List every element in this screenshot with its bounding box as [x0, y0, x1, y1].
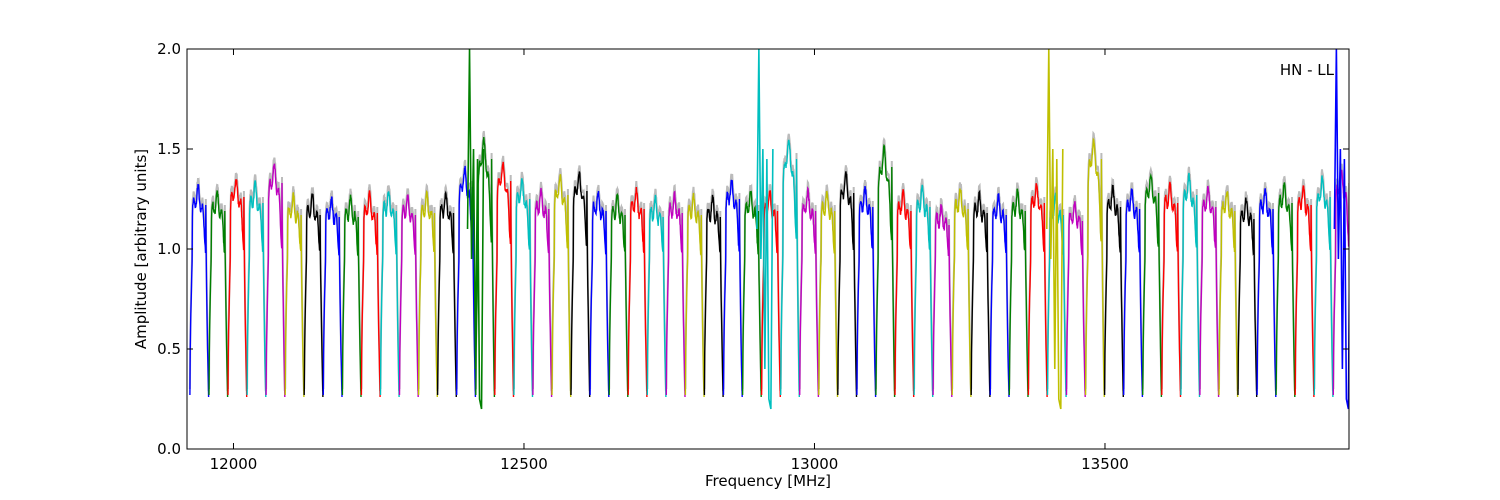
series-line	[1371, 197, 1390, 397]
series-line	[741, 190, 762, 398]
series-line	[856, 185, 877, 398]
series-line	[589, 190, 610, 398]
series-line	[799, 186, 820, 398]
series-line	[608, 192, 629, 398]
series-line	[1275, 182, 1296, 398]
series-line	[1142, 172, 1163, 398]
series-line	[532, 187, 553, 398]
background-trace	[1371, 191, 1390, 391]
series-line	[951, 188, 972, 398]
series-line	[665, 190, 686, 398]
series-line	[1103, 183, 1124, 398]
series-line	[932, 204, 953, 398]
y-tick-label: 0.5	[157, 340, 181, 358]
annotation-label: HN - LL	[1280, 61, 1335, 79]
background-trace	[1391, 135, 1410, 392]
series-line	[1180, 172, 1201, 398]
series-line	[818, 190, 839, 398]
series-line	[875, 143, 896, 398]
series-line	[189, 183, 210, 398]
series-line	[208, 190, 229, 398]
spike-line	[1045, 49, 1064, 410]
series-line	[1123, 188, 1144, 398]
series-line	[989, 193, 1010, 398]
series-layer	[189, 136, 1410, 398]
spike-line	[756, 49, 774, 410]
background-trace	[1352, 184, 1371, 391]
x-tick-label: 13500	[1081, 455, 1129, 473]
x-tick-label: 12500	[500, 455, 548, 473]
y-tick-label: 2.0	[157, 40, 181, 58]
series-line	[246, 180, 267, 398]
series-line	[1161, 181, 1182, 398]
series-line	[284, 192, 305, 398]
y-tick-label: 1.0	[157, 240, 181, 258]
series-line	[894, 189, 915, 398]
series-line	[780, 139, 800, 398]
series-line	[513, 178, 534, 398]
series-line	[1294, 185, 1315, 398]
series-line	[1008, 188, 1029, 398]
series-line	[475, 136, 496, 398]
series-line	[1218, 191, 1239, 398]
series-line	[837, 171, 858, 398]
y-tick-label: 1.5	[157, 140, 181, 158]
series-line	[970, 189, 991, 398]
x-axis-ticks: 12000 12500 13000 13500	[210, 49, 1129, 473]
series-line	[722, 179, 743, 398]
series-line	[703, 194, 724, 398]
series-line	[760, 190, 781, 398]
series-line	[1065, 201, 1086, 398]
y-tick-label: 0.0	[157, 440, 181, 458]
series-line	[398, 194, 419, 398]
series-line	[627, 187, 648, 398]
x-tick-label: 12000	[210, 455, 258, 473]
series-line	[1199, 185, 1220, 398]
series-line	[1084, 137, 1105, 398]
series-line	[341, 194, 362, 398]
spike-line	[466, 49, 485, 410]
series-line	[227, 178, 248, 398]
series-line	[1391, 141, 1410, 398]
series-line	[913, 184, 934, 398]
series-line	[303, 193, 324, 398]
series-line	[360, 190, 381, 398]
series-line	[379, 191, 400, 398]
y-axis-label: Amplitude [arbitrary units]	[132, 149, 150, 349]
spike-layer	[466, 49, 1349, 410]
series-line	[1237, 197, 1258, 398]
series-line	[322, 196, 343, 398]
series-line	[570, 171, 591, 398]
series-line	[1313, 175, 1334, 398]
series-line	[494, 161, 515, 398]
series-line	[265, 163, 286, 398]
series-line	[551, 174, 572, 398]
series-line	[436, 190, 457, 398]
series-line	[684, 192, 705, 398]
spike-line	[1333, 49, 1349, 410]
series-line	[1352, 190, 1371, 397]
series-line	[646, 194, 667, 398]
series-line	[417, 189, 438, 398]
y-axis-ticks: 0.0 0.5 1.0 1.5 2.0	[157, 40, 1349, 458]
series-line	[1256, 188, 1277, 398]
x-tick-label: 13000	[791, 455, 839, 473]
x-axis-label: Frequency [MHz]	[705, 472, 831, 490]
series-line	[1027, 183, 1048, 398]
